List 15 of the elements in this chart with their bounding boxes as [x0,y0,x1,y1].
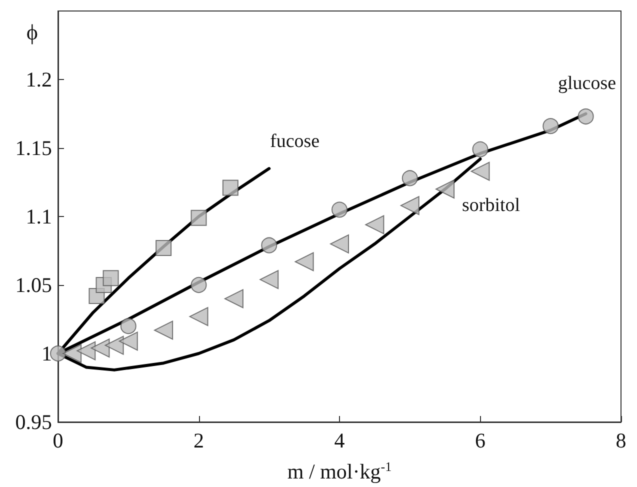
y-tick-label: 1.2 [26,68,52,92]
y-tick-label: 1.05 [15,273,52,297]
x-tick-label: 0 [52,428,64,452]
y-axis-title: ϕ [26,20,38,44]
x-tick-label: 2 [194,428,204,452]
y-tick-label: 1.15 [15,136,52,160]
y-tick-label: 1.1 [26,204,52,228]
y-tick-label: 0.95 [15,410,52,434]
y-tick-label: 1 [42,342,52,366]
x-tick-label: 8 [616,428,626,452]
x-tick-label: 6 [475,428,486,452]
annotation: sorbitol [462,195,520,216]
x-tick-label: 4 [334,428,346,452]
annotation: glucose [558,73,616,94]
annotation: fucose [270,131,320,152]
